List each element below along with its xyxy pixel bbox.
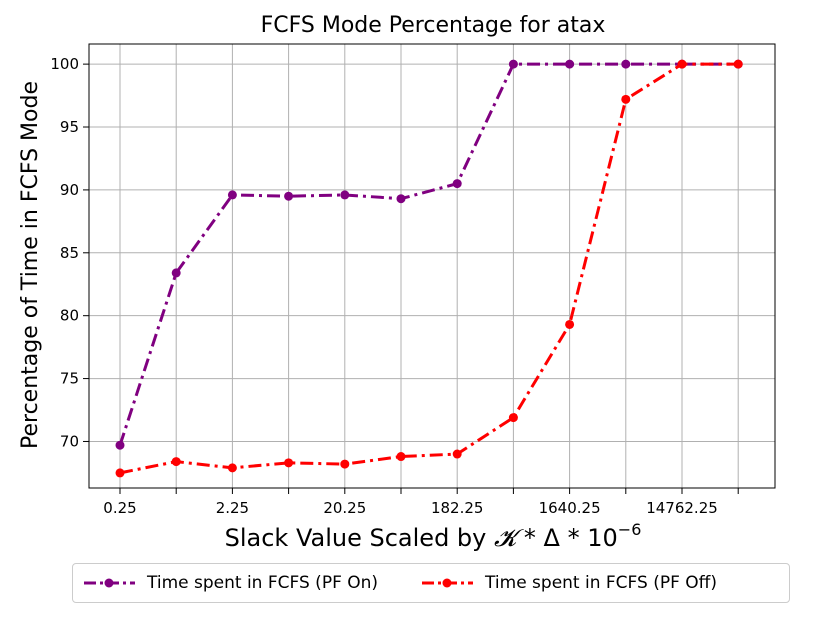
legend-marker-pf-off [422, 578, 474, 588]
plot-frame [88, 43, 776, 489]
y-tick-label: 70 [60, 432, 79, 450]
y-axis-label: Percentage of Time in FCFS Mode [18, 81, 43, 449]
series-layer [115, 59, 743, 478]
y-tick-label: 75 [60, 370, 79, 388]
data-point-pf-on [452, 179, 462, 189]
data-point-pf-on [508, 59, 518, 69]
axes: 0.25 2.25 20.25 182.25 1640.25 14762.25 70 75 80… [50, 43, 776, 517]
data-point-pf-off [396, 452, 406, 462]
grid [89, 44, 775, 488]
legend-marker-pf-on [84, 578, 135, 588]
data-point-pf-off [171, 457, 181, 467]
data-point-pf-on [115, 440, 125, 450]
x-axis-label-exponent: −6 [618, 520, 642, 539]
x-tick-label: 182.25 [431, 499, 484, 517]
x-tick-label: 20.25 [323, 499, 366, 517]
legend-label-pf-off: Time spent in FCFS (PF Off) [485, 573, 718, 593]
data-point-pf-off [565, 319, 575, 329]
legend: Time spent in FCFS (PF On) Time spent in… [72, 563, 790, 603]
data-point-pf-off [621, 94, 631, 104]
data-point-pf-off [508, 413, 518, 423]
data-point-pf-on [227, 190, 237, 200]
y-tick-label: 80 [60, 307, 79, 325]
data-point-pf-off [452, 449, 462, 459]
data-point-pf-off [227, 463, 237, 473]
data-point-pf-on [284, 191, 294, 201]
y-tick-label: 85 [60, 244, 79, 262]
x-tick-label: 14762.25 [646, 499, 718, 517]
chart-title: FCFS Mode Percentage for atax [261, 13, 606, 38]
x-tick-label: 2.25 [216, 499, 249, 517]
data-point-pf-on [396, 194, 406, 204]
x-axis-label-prefix: Slack Value Scaled by [225, 524, 494, 552]
x-axis-label: Slack Value Scaled by 𝓚 * Δ * 10−6 [225, 520, 642, 552]
data-point-pf-off [733, 59, 743, 69]
series-line-pf-on [118, 62, 739, 446]
data-point-pf-off [115, 468, 125, 478]
legend-item-pf-on: Time spent in FCFS (PF On) [82, 573, 378, 593]
data-point-pf-off [340, 459, 350, 469]
legend-item-pf-off: Time spent in FCFS (PF Off) [420, 573, 717, 593]
y-tick-label: 100 [50, 55, 79, 73]
series-line-pf-off [119, 62, 739, 475]
x-tick-label: 0.25 [103, 499, 136, 517]
legend-label-pf-on: Time spent in FCFS (PF On) [147, 573, 379, 593]
data-point-pf-off [677, 59, 687, 69]
data-point-pf-on [565, 59, 575, 69]
data-point-pf-on [340, 190, 350, 200]
y-tick-label: 90 [60, 181, 79, 199]
data-point-pf-off [284, 458, 294, 468]
x-tick-label: 1640.25 [539, 499, 601, 517]
x-axis-label-mid: * Δ * 10 [516, 524, 617, 552]
y-tick-label: 95 [60, 118, 79, 136]
data-point-pf-on [171, 268, 181, 278]
data-point-pf-on [621, 59, 631, 69]
